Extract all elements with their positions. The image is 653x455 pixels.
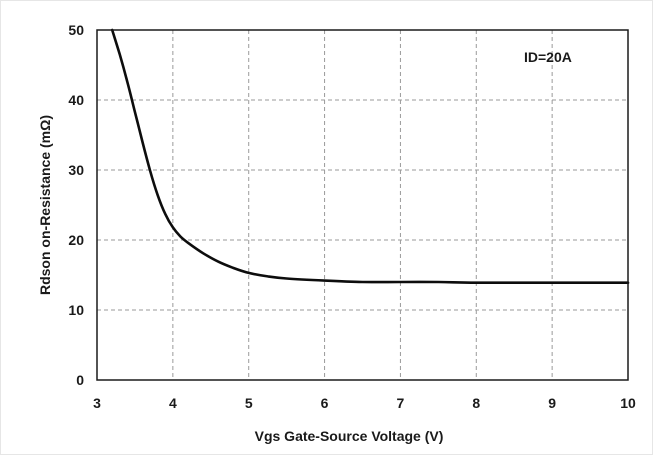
plot-area-border: [96, 29, 629, 381]
x-tick-label: 6: [321, 395, 329, 411]
x-tick-label: 8: [472, 395, 480, 411]
y-tick-label: 40: [68, 92, 84, 108]
x-tick-label: 10: [620, 395, 636, 411]
x-tick-label: 4: [169, 395, 177, 411]
current-annotation: ID=20A: [524, 49, 572, 65]
x-tick-label: 9: [548, 395, 556, 411]
y-tick-label: 50: [68, 22, 84, 38]
x-axis-label: Vgs Gate-Source Voltage (V): [255, 428, 444, 444]
y-axis-label: Rdson on-Resistance (mΩ): [37, 115, 53, 295]
y-tick-label: 0: [76, 372, 84, 388]
y-tick-label: 20: [68, 232, 84, 248]
x-tick-label: 3: [93, 395, 101, 411]
x-tick-label: 5: [245, 395, 253, 411]
grid-lines: [97, 30, 628, 380]
x-tick-labels: 3 4 5 6 7 8 9 10: [93, 395, 636, 411]
y-tick-labels: 0 10 20 30 40 50: [68, 22, 84, 388]
x-tick-label: 7: [397, 395, 405, 411]
y-tick-label: 30: [68, 162, 84, 178]
series-line: [110, 28, 630, 285]
y-tick-label: 10: [68, 302, 84, 318]
